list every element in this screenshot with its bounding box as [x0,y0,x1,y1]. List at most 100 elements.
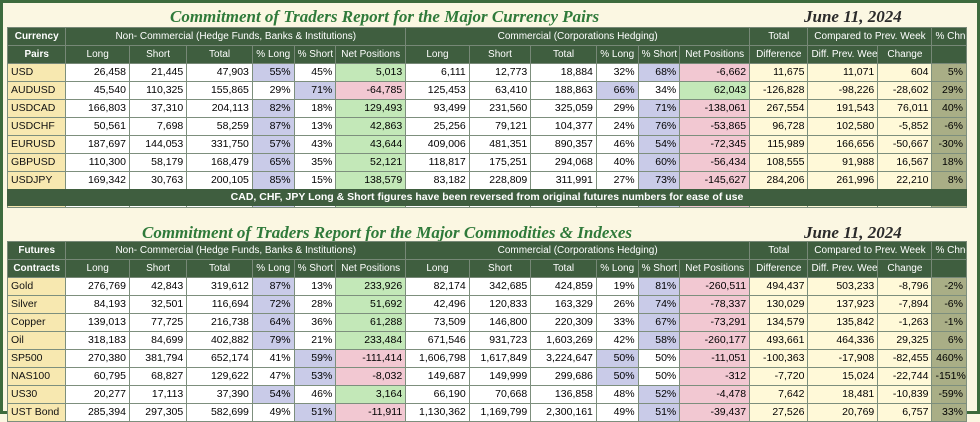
cell-net-positions: 3,164 [335,385,407,404]
cell-pct-short: 67% [637,313,681,332]
cell-net-positions: -11,051 [679,349,751,368]
cell-net-positions: -8,032 [335,367,407,386]
cell-long: 50,561 [65,117,130,136]
commercial-group-header: Commercial (Corporations Hedging) [405,241,751,260]
cell-long: 671,546 [405,331,470,350]
cell-pct-long: 54% [251,385,295,404]
instrument-name: SP500 [6,349,67,368]
cell-long: 149,687 [405,367,470,386]
column-header-pct-short: % Short [293,259,337,278]
cell-pct-short: 36% [293,313,337,332]
cell-pct-long: 42% [595,331,639,350]
cell-total: 58,259 [186,117,253,136]
cell-short: 30,763 [128,171,188,190]
column-header-diff-prev-week: Diff. Prev. Week [807,45,879,64]
column-header-blank [931,45,967,64]
cell-total: 2,300,161 [530,403,597,422]
cell-change: 604 [877,63,933,82]
cell-diff-prev-week: -17,908 [807,349,879,368]
cell-long: 83,182 [405,171,470,190]
cell-long: 270,380 [65,349,130,368]
cell-pct-chng: 40% [931,99,967,118]
column-header-pct-long: % Long [251,259,295,278]
reversal-note: CAD, CHF, JPY Long & Short figures have … [7,189,967,206]
cell-pct-long: 48% [595,385,639,404]
column-header-pct-long: % Long [595,45,639,64]
cell-short: 32,501 [128,295,188,314]
column-header-change: Change [877,45,933,64]
cell-pct-chng: -6% [931,295,967,314]
instrument-name: Gold [6,277,67,296]
column-header-difference: Difference [749,259,809,278]
cell-change: 6,757 [877,403,933,422]
cell-total: 1,603,269 [530,331,597,350]
cell-net-positions: 5,013 [335,63,407,82]
cell-net-positions: -64,785 [335,81,407,100]
column-header-change: Change [877,259,933,278]
cell-diff-prev-week: 464,336 [807,331,879,350]
cell-change: 76,011 [877,99,933,118]
cell-total: 319,612 [186,277,253,296]
column-header-short: Short [128,45,188,64]
instrument-name: NAS100 [6,367,67,386]
cell-pct-long: 27% [595,171,639,190]
cell-pct-chng: 460% [931,349,967,368]
currency-report-title: Commitment of Traders Report for the Maj… [170,7,600,26]
cell-total: 331,750 [186,135,253,154]
first-column-header-bottom: Contracts [6,259,67,278]
cell-pct-short: 28% [293,295,337,314]
cell-pct-long: 79% [251,331,295,350]
cell-pct-long: 50% [595,349,639,368]
cell-short: 228,809 [468,171,532,190]
cell-net-positions: -260,511 [679,277,751,296]
cell-total: 890,357 [530,135,597,154]
cell-total: 155,865 [186,81,253,100]
cell-diff-prev-week: 11,071 [807,63,879,82]
cell-pct-long: 29% [595,99,639,118]
cell-long: 26,458 [65,63,130,82]
cell-pct-long: 65% [251,153,295,172]
cell-total: 3,224,647 [530,349,597,368]
column-header-net-positions: Net Positions [335,45,407,64]
cell-pct-long: 72% [251,295,295,314]
cell-short: 1,169,799 [468,403,532,422]
cell-short: 77,725 [128,313,188,332]
cell-pct-short: 51% [637,403,681,422]
cell-difference: 108,555 [749,153,809,172]
cell-short: 17,113 [128,385,188,404]
cell-pct-short: 50% [637,367,681,386]
cell-pct-short: 68% [637,63,681,82]
instrument-name: UST Bond [6,403,67,422]
cell-long: 187,697 [65,135,130,154]
cell-long: 276,769 [65,277,130,296]
cell-diff-prev-week: -98,226 [807,81,879,100]
cell-pct-short: 76% [637,117,681,136]
header-row-columns: Contracts Long Short Total% Long% Short Net … [6,259,967,278]
table-row: Oil 318,183 84,699 402,882 79% 21% 233,484 671,… [6,331,967,350]
cell-pct-long: 32% [595,63,639,82]
cell-pct-long: 49% [595,403,639,422]
table-row: EURUSD 187,697 144,053 331,750 57% 43% 43,644 4… [6,135,967,154]
cell-diff-prev-week: 166,656 [807,135,879,154]
cell-short: 58,179 [128,153,188,172]
pct-chng-header: % Chng [931,27,967,46]
cell-pct-long: 19% [595,277,639,296]
column-header-pct-short: % Short [637,45,681,64]
cell-pct-short: 13% [293,277,337,296]
cell-pct-long: 40% [595,153,639,172]
cell-difference: 494,437 [749,277,809,296]
cell-pct-short: 43% [293,135,337,154]
table-row: Copper 139,013 77,725 216,738 64% 36% 61,288 73… [6,313,967,332]
cell-pct-long: 64% [251,313,295,332]
cell-short: 381,794 [128,349,188,368]
cell-pct-long: 82% [251,99,295,118]
cell-short: 63,410 [468,81,532,100]
cell-pct-short: 21% [293,331,337,350]
cell-pct-long: 55% [251,63,295,82]
cell-long: 93,499 [405,99,470,118]
cell-short: 68,827 [128,367,188,386]
cell-short: 84,699 [128,331,188,350]
cell-total: 116,694 [186,295,253,314]
cell-change: -5,852 [877,117,933,136]
cell-long: 73,509 [405,313,470,332]
